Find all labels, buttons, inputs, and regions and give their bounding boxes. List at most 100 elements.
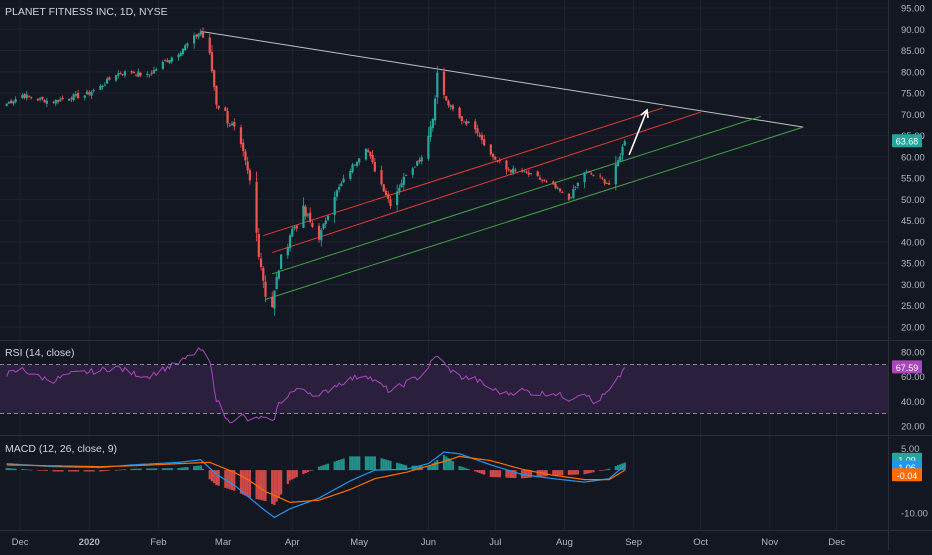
macd-histogram-bar bbox=[447, 458, 450, 471]
macd-pane[interactable] bbox=[5, 451, 626, 519]
candle-body bbox=[427, 135, 430, 159]
candle-body bbox=[197, 33, 200, 37]
candle-body bbox=[373, 162, 376, 172]
macd-histogram-bar bbox=[400, 464, 403, 471]
macd-histogram-bar bbox=[239, 470, 243, 494]
macd-histogram-bar bbox=[587, 470, 591, 474]
macd-histogram-bar bbox=[603, 469, 606, 471]
macd-histogram-bar bbox=[244, 470, 247, 496]
rsi-tick-label: 80.00 bbox=[901, 348, 925, 359]
candle-body bbox=[543, 179, 546, 181]
macd-histogram-bar bbox=[527, 470, 530, 478]
macd-histogram-bar bbox=[387, 460, 390, 471]
macd-histogram-bar bbox=[264, 470, 267, 502]
macd-histogram-bar bbox=[166, 468, 169, 471]
macd-histogram-bar bbox=[181, 467, 185, 471]
trendline bbox=[272, 115, 761, 275]
candle-body bbox=[561, 192, 564, 194]
rsi-value-badge-bg bbox=[892, 360, 922, 374]
candle-body bbox=[335, 190, 339, 197]
macd-histogram-bar bbox=[43, 470, 46, 471]
candle-body bbox=[105, 78, 109, 84]
candle-body bbox=[148, 74, 151, 76]
candle-body bbox=[92, 90, 95, 92]
macd-histogram-bar bbox=[228, 470, 231, 490]
macd-histogram-bar bbox=[429, 464, 432, 471]
macd-histogram-bar bbox=[478, 470, 481, 474]
rsi-pane-title: RSI (14, close) bbox=[5, 347, 74, 359]
macd-histogram-bar bbox=[291, 470, 294, 480]
candle-body bbox=[68, 98, 71, 101]
macd-histogram-bar bbox=[576, 470, 579, 475]
macd-histogram-bar bbox=[52, 470, 55, 472]
candle-body bbox=[311, 223, 314, 227]
macd-histogram-bar bbox=[433, 461, 437, 471]
macd-histogram-bar bbox=[85, 470, 89, 472]
trendline bbox=[265, 126, 804, 300]
candle-body bbox=[201, 31, 205, 38]
macd-histogram-bar bbox=[146, 468, 149, 471]
candle-body bbox=[387, 194, 390, 199]
candle-body bbox=[170, 57, 173, 62]
price-pane[interactable] bbox=[5, 27, 804, 316]
macd-histogram-bar bbox=[467, 469, 470, 471]
macd-histogram-bar bbox=[465, 468, 468, 471]
candle-body bbox=[458, 107, 461, 118]
candle-body bbox=[288, 235, 292, 249]
macd-histogram-bar bbox=[103, 470, 106, 472]
macd-histogram-bar bbox=[280, 470, 283, 495]
macd-histogram-bar bbox=[427, 466, 430, 471]
candle-body bbox=[23, 94, 26, 98]
candle-body bbox=[576, 182, 579, 186]
candle-body bbox=[364, 148, 368, 160]
macd-histogram-bar bbox=[59, 470, 62, 472]
candle-body bbox=[324, 220, 327, 225]
candle-body bbox=[333, 196, 336, 216]
candle-body bbox=[465, 121, 468, 125]
macd-histogram-bar bbox=[505, 470, 508, 478]
macd-histogram-bar bbox=[311, 469, 314, 471]
candle-body bbox=[525, 171, 528, 173]
candle-body bbox=[523, 170, 526, 172]
price-tick-label: 75.00 bbox=[901, 89, 925, 100]
rsi-pane[interactable] bbox=[0, 347, 888, 424]
price-tick-label: 30.00 bbox=[901, 280, 925, 291]
macd-histogram-bar bbox=[259, 470, 263, 501]
macd-histogram-bar bbox=[257, 470, 260, 500]
macd-histogram-bar bbox=[436, 459, 439, 471]
macd-histogram-bar bbox=[364, 456, 368, 471]
candle-body bbox=[413, 166, 417, 168]
macd-histogram-bar bbox=[72, 470, 75, 472]
macd-histogram-bar bbox=[148, 468, 151, 471]
candle-body bbox=[398, 188, 401, 192]
candle-body bbox=[556, 187, 559, 189]
macd-histogram-bar bbox=[230, 470, 234, 491]
macd-histogram-bar bbox=[445, 456, 448, 471]
candle-body bbox=[601, 177, 604, 179]
macd-histogram-bar bbox=[480, 470, 484, 474]
macd-histogram-bar bbox=[349, 456, 352, 471]
macd-histogram-bar bbox=[529, 470, 533, 478]
candle-body bbox=[396, 191, 399, 206]
macd-histogram-bar bbox=[255, 470, 258, 500]
macd-histogram-bar bbox=[322, 465, 325, 471]
candle-body bbox=[242, 142, 245, 152]
candle-body bbox=[199, 31, 202, 35]
macd-histogram-bar bbox=[333, 461, 336, 471]
candle-body bbox=[445, 96, 448, 101]
arrow-head bbox=[640, 108, 649, 119]
macd-histogram-bar bbox=[248, 470, 252, 498]
macd-histogram-bar bbox=[197, 465, 200, 471]
candle-body bbox=[139, 72, 142, 76]
candle-body bbox=[74, 94, 77, 96]
macd-histogram-bar bbox=[25, 469, 28, 471]
macd-histogram-bar bbox=[7, 468, 11, 471]
macd-histogram-bar bbox=[462, 467, 466, 471]
candle-body bbox=[90, 91, 93, 96]
candle-body bbox=[244, 151, 247, 161]
macd-histogram-bar bbox=[320, 465, 323, 471]
